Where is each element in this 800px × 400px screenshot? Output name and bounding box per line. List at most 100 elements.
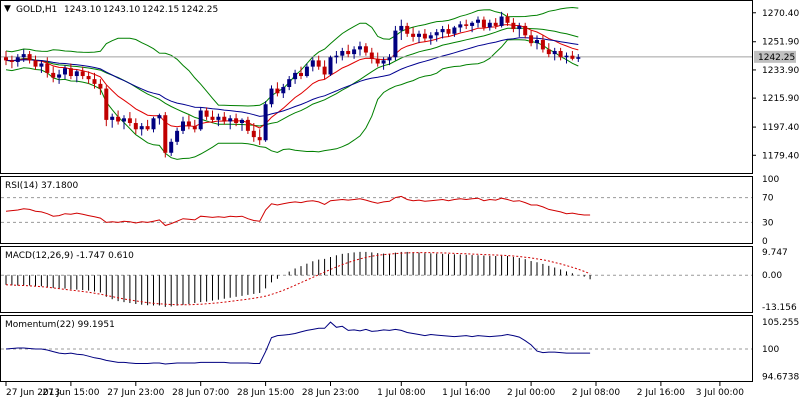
- candle-body: [422, 33, 427, 39]
- time-tick-label: 1 Jul 08:00: [377, 388, 426, 398]
- macd-label: MACD(12,26,9) -1.747 0.610: [5, 251, 134, 261]
- candle-body: [9, 60, 14, 62]
- triangle-icon[interactable]: ▼: [4, 4, 11, 14]
- momentum-line: [5, 321, 591, 365]
- ema-fast-line: [5, 24, 579, 129]
- candle-body: [104, 88, 109, 120]
- price-tick-label: 1251.90: [762, 38, 799, 48]
- candle-body: [322, 66, 327, 75]
- candle-body: [80, 71, 85, 77]
- candle-body: [45, 63, 50, 73]
- candle-body: [216, 116, 221, 120]
- candle-body: [405, 25, 410, 34]
- candle-body: [98, 83, 103, 89]
- candle-body: [210, 116, 215, 120]
- candle-body: [564, 55, 569, 58]
- time-tick-label: 3 Jul 00:00: [696, 388, 745, 398]
- candle-body: [428, 35, 433, 39]
- candle-body: [511, 22, 516, 30]
- candle-body: [269, 88, 274, 105]
- ohlc-high: 1243.10: [103, 5, 140, 15]
- macd-y-axis: 9.747 0.00 -13.156: [762, 248, 797, 313]
- rsi-tick-label: 30: [762, 218, 774, 228]
- candle-body: [57, 74, 62, 78]
- candle-body: [487, 22, 492, 28]
- candle-body: [529, 35, 534, 44]
- momentum-tick-label: 105.255: [762, 318, 799, 328]
- candle-body: [540, 40, 545, 50]
- macd-histogram: [5, 251, 591, 307]
- candle-body: [175, 130, 180, 142]
- price-panel-frame: [0, 0, 753, 174]
- candle-body: [499, 16, 504, 26]
- rsi-line: [5, 195, 591, 227]
- candle-body: [363, 46, 368, 53]
- candle-body: [387, 57, 392, 61]
- candle-body: [4, 57, 8, 61]
- candle-body: [452, 27, 457, 34]
- candle-body: [287, 79, 292, 87]
- candle-body: [198, 110, 203, 130]
- candle-body: [234, 118, 239, 124]
- candle-body: [334, 55, 339, 58]
- candle-body: [446, 29, 451, 34]
- candle-body: [133, 123, 138, 130]
- candle-body: [186, 121, 191, 127]
- candle-body: [310, 60, 315, 67]
- time-tick-label: 1 Jul 16:00: [442, 388, 491, 398]
- macd-signal-series: [5, 252, 591, 306]
- price-tick-label: 1179.40: [762, 151, 799, 161]
- candle-body: [139, 126, 144, 130]
- momentum-tick-label: 100: [762, 345, 779, 355]
- candle-body: [39, 63, 44, 67]
- candle-body: [316, 60, 321, 67]
- candle-body: [222, 116, 227, 122]
- candle-body: [145, 126, 150, 130]
- candle-body: [358, 46, 362, 50]
- candle-body: [228, 118, 233, 122]
- price-tick-label: 1197.40: [762, 123, 799, 133]
- candle-body: [275, 88, 280, 94]
- candle-body: [240, 119, 244, 124]
- symbol-label: GOLD,H1: [16, 5, 57, 15]
- current-price-label: 1242.25: [758, 53, 795, 63]
- time-tick-label: 2 Jul 16:00: [637, 388, 686, 398]
- ohlc-open: 1243.10: [64, 5, 101, 15]
- candle-body: [470, 22, 475, 26]
- candle-body: [346, 50, 351, 55]
- bollinger-bands: [5, 6, 579, 160]
- rsi-tick-label: 0: [762, 237, 768, 247]
- candle-body: [257, 137, 262, 141]
- candle-body: [570, 55, 575, 59]
- candle-body: [464, 24, 469, 26]
- rsi-y-axis: 100 70 30 0: [762, 175, 779, 247]
- ohlc-close: 1242.25: [181, 5, 218, 15]
- candle-body: [92, 79, 97, 84]
- candle-body: [381, 60, 386, 64]
- price-tick-label: 1233.90: [762, 66, 799, 76]
- momentum-panel[interactable]: 105.255 100 94.6738 Momentum(22) 99.1951: [0, 315, 800, 383]
- candle-body: [151, 118, 156, 130]
- price-panel[interactable]: 1270.40 1251.90 1233.90 1215.90 1197.40 1179.…: [0, 0, 800, 174]
- candle-body: [481, 19, 486, 28]
- candle-body: [340, 50, 345, 56]
- candle-body: [299, 72, 303, 77]
- candle-body: [63, 68, 67, 75]
- bollinger-middle-line: [5, 27, 579, 127]
- candle-body: [546, 49, 551, 55]
- time-tick-label: 28 Jun 15:00: [237, 388, 294, 398]
- rsi-panel[interactable]: 100 70 30 0 RSI(14) 37.1800: [0, 175, 780, 247]
- macd-panel[interactable]: 9.747 0.00 -13.156 MACD(12,26,9) -1.747 0.…: [0, 246, 798, 313]
- ema-slow-line: [5, 37, 579, 117]
- candle-body: [493, 22, 498, 26]
- candle-body: [192, 126, 197, 130]
- time-tick-label: 28 Jun 07:00: [172, 388, 229, 398]
- candle-body: [523, 25, 528, 36]
- candle-body: [157, 115, 162, 119]
- bollinger-lower-line: [5, 39, 579, 160]
- candle-body: [304, 66, 309, 77]
- time-tick-label: 27 Jun 2013: [6, 388, 60, 398]
- time-tick-label: 28 Jun 23:00: [302, 388, 359, 398]
- macd-signal-line: [5, 252, 591, 306]
